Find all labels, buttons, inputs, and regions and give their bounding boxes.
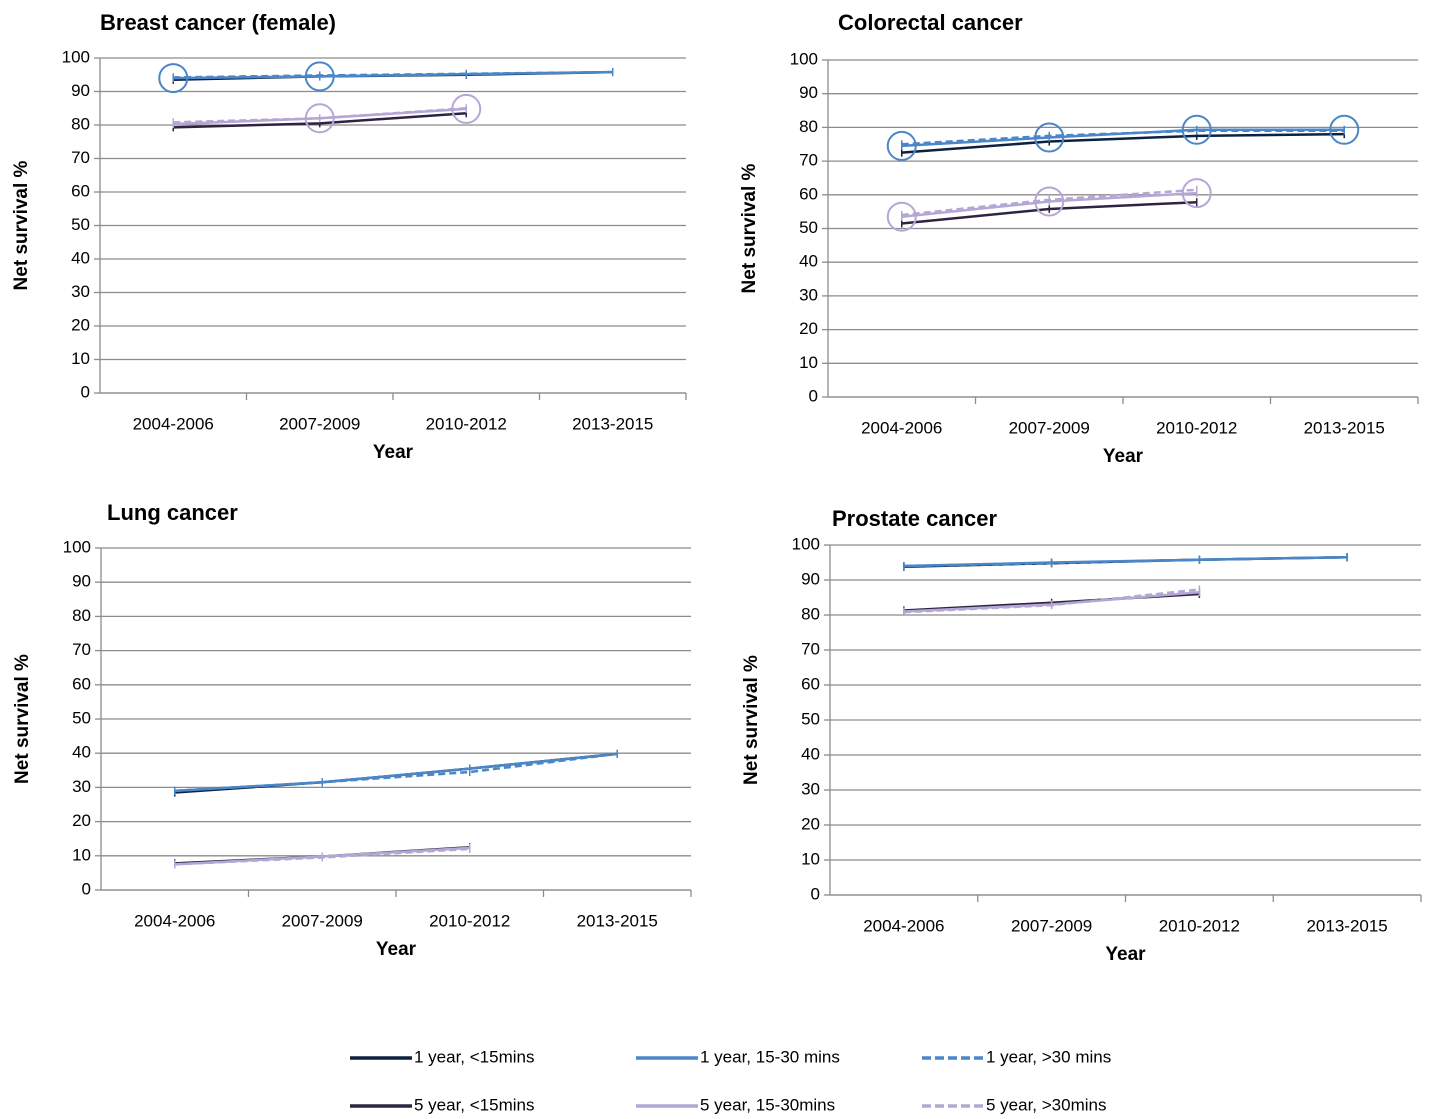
series-line (174, 752, 618, 793)
x-tick-label: 2004-2006 (134, 911, 215, 930)
x-tick-label: 2010-2012 (1159, 916, 1240, 935)
plot: Lung cancer Net survival % Year 0 10 20 30 40 50… (12, 500, 692, 960)
x-tick-label: 2013-2015 (1304, 418, 1385, 437)
y-tick-label: 60 (801, 674, 820, 693)
y-axis-label: Net survival % (12, 654, 33, 784)
y-tick-label: 30 (801, 779, 820, 798)
x-axis-label: Year (1103, 446, 1144, 467)
plot: Colorectal cancer Net survival % Year 0 10 20… (739, 10, 1419, 467)
legend-label: 5 year, 15-30mins (700, 1095, 835, 1114)
y-tick-label: 30 (72, 777, 91, 796)
y-tick-label: 70 (799, 151, 818, 170)
y-tick-label: 50 (72, 708, 91, 727)
y-tick-label: 10 (801, 849, 820, 868)
y-tick-label: 70 (801, 639, 820, 658)
y-tick-label: 90 (71, 81, 90, 100)
y-tick-label: 0 (811, 884, 820, 903)
y-tick-label: 40 (799, 252, 818, 271)
y-tick-label: 80 (799, 117, 818, 136)
series-line (174, 752, 618, 793)
legend-label: 5 year, <15mins (414, 1095, 535, 1114)
significance-circle (886, 201, 917, 232)
x-tick-label: 2010-2012 (429, 911, 510, 930)
y-tick-label: 20 (801, 814, 820, 833)
chart-title: Lung cancer (107, 500, 238, 525)
y-axis-label: Net survival % (741, 655, 762, 785)
legend-label: 1 year, >30 mins (986, 1047, 1111, 1066)
y-tick-label: 70 (72, 640, 91, 659)
significance-circle (1329, 114, 1360, 145)
x-tick-label: 2013-2015 (572, 414, 653, 433)
x-tick-label: 2013-2015 (577, 911, 658, 930)
y-tick-label: 0 (82, 879, 91, 898)
legend-label: 1 year, <15mins (414, 1047, 535, 1066)
x-tick-label: 2010-2012 (1156, 418, 1237, 437)
x-tick-label: 2007-2009 (279, 414, 360, 433)
y-tick-label: 20 (71, 315, 90, 334)
y-tick-label: 20 (72, 811, 91, 830)
chart-title: Prostate cancer (832, 506, 998, 531)
y-tick-label: 100 (790, 49, 818, 68)
x-axis-label: Year (1105, 944, 1146, 965)
y-tick-label: 0 (81, 382, 90, 401)
y-tick-label: 30 (799, 285, 818, 304)
y-tick-label: 20 (799, 319, 818, 338)
x-axis-label: Year (373, 442, 414, 463)
x-tick-label: 2004-2006 (863, 916, 944, 935)
y-tick-label: 70 (71, 148, 90, 167)
legend-label: 1 year, 15-30 mins (700, 1047, 840, 1066)
y-tick-label: 50 (801, 709, 820, 728)
significance-circle (1181, 178, 1212, 209)
y-tick-label: 10 (799, 353, 818, 372)
y-tick-label: 40 (72, 743, 91, 762)
y-tick-label: 100 (792, 534, 820, 553)
y-axis-label: Net survival % (11, 160, 32, 290)
y-tick-label: 90 (801, 569, 820, 588)
y-tick-label: 40 (71, 248, 90, 267)
y-tick-label: 100 (63, 537, 91, 556)
y-tick-label: 60 (71, 181, 90, 200)
y-tick-label: 80 (72, 606, 91, 625)
y-tick-label: 80 (71, 114, 90, 133)
y-tick-label: 10 (72, 845, 91, 864)
y-tick-label: 40 (801, 744, 820, 763)
y-tick-label: 50 (799, 218, 818, 237)
y-tick-label: 60 (799, 184, 818, 203)
chart-title: Breast cancer (female) (100, 10, 336, 35)
x-tick-label: 2010-2012 (426, 414, 507, 433)
plot: Prostate cancer Net survival % Year 0 10 20 30… (741, 506, 1422, 965)
x-tick-label: 2007-2009 (1011, 916, 1092, 935)
series-line (903, 556, 1348, 568)
x-tick-label: 2013-2015 (1306, 916, 1387, 935)
x-tick-label: 2004-2006 (861, 418, 942, 437)
series-line (173, 70, 613, 80)
series-line (173, 70, 613, 79)
y-tick-label: 90 (72, 572, 91, 591)
y-tick-label: 100 (62, 47, 90, 66)
x-tick-label: 2007-2009 (282, 911, 363, 930)
y-tick-label: 60 (72, 674, 91, 693)
x-tick-label: 2004-2006 (133, 414, 214, 433)
plot: Breast cancer (female) Net survival % Year… (11, 10, 687, 463)
chart-title: Colorectal cancer (838, 10, 1023, 35)
legend-label: 5 year, >30mins (986, 1095, 1107, 1114)
series-line (901, 129, 1345, 146)
y-tick-label: 30 (71, 282, 90, 301)
series-line (901, 132, 1345, 154)
significance-circle (886, 130, 917, 161)
x-tick-label: 2007-2009 (1009, 418, 1090, 437)
y-tick-label: 50 (71, 215, 90, 234)
x-axis-label: Year (376, 939, 417, 960)
y-tick-label: 90 (799, 83, 818, 102)
y-tick-label: 10 (71, 349, 90, 368)
y-tick-label: 0 (809, 386, 818, 405)
y-axis-label: Net survival % (739, 163, 760, 293)
y-tick-label: 80 (801, 604, 820, 623)
